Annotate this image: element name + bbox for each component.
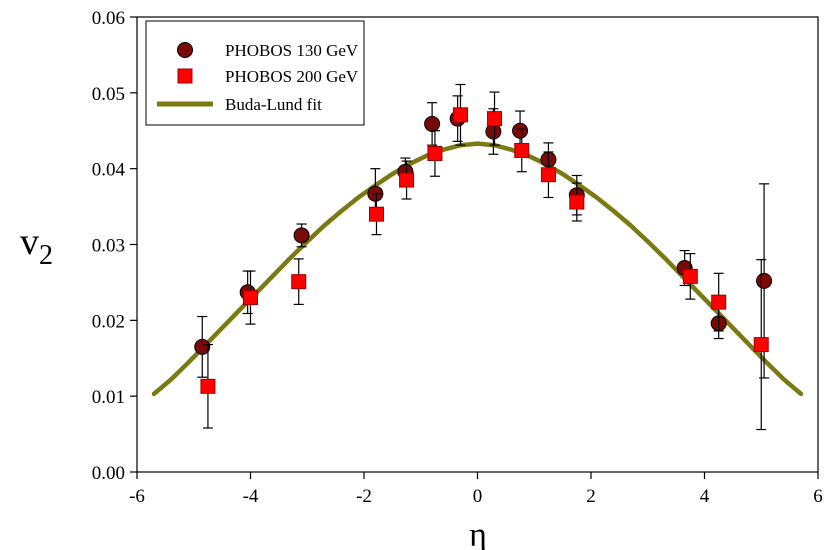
phobos-200-point (712, 295, 726, 309)
x-tick-label: 0 (473, 486, 483, 507)
legend: PHOBOS 130 GeV PHOBOS 200 GeV Buda-Lund … (146, 21, 364, 125)
phobos-200-point (683, 269, 697, 283)
y-tick-label: 0.03 (92, 236, 125, 257)
fit-curve-layer (154, 144, 801, 394)
y-axis-title-sub: 2 (39, 240, 53, 271)
y-tick-label: 0.05 (92, 84, 125, 105)
x-tick-label: -4 (243, 486, 259, 507)
phobos-200-point (515, 143, 529, 157)
y-tick-label: 0.04 (92, 160, 126, 181)
phobos-200-point (428, 147, 442, 161)
phobos-130-point (486, 124, 501, 139)
phobos-200-point (292, 275, 306, 289)
y-axis-title: v2 (20, 221, 53, 271)
legend-circle-icon (178, 43, 193, 58)
phobos-200-point (754, 338, 768, 352)
phobos-200-point (570, 195, 584, 209)
legend-label-fit: Buda-Lund fit (225, 95, 322, 114)
legend-square-icon (178, 69, 192, 83)
x-tick-label: 6 (813, 486, 823, 507)
x-tick-label: 2 (586, 486, 596, 507)
x-tick-label: -6 (129, 486, 145, 507)
data-points-layer (195, 84, 772, 429)
phobos-200-point (400, 173, 414, 187)
x-tick-label: -2 (356, 486, 372, 507)
phobos-200-point (541, 168, 555, 182)
legend-label-200gev: PHOBOS 200 GeV (225, 67, 359, 86)
buda-lund-fit-line (154, 144, 801, 394)
phobos-200-point (453, 108, 467, 122)
phobos-130-point (294, 228, 309, 243)
phobos-130-point (757, 273, 772, 288)
y-tick-label: 0.01 (92, 387, 125, 408)
y-tick-label: 0.00 (92, 463, 125, 484)
y-tick-label: 0.02 (92, 311, 125, 332)
y-axis-title-main: v (20, 221, 39, 263)
phobos-130-point (425, 116, 440, 131)
phobos-200-point (201, 379, 215, 393)
y-tick-label: 0.06 (92, 8, 125, 29)
x-tick-label: 4 (700, 486, 710, 507)
x-axis-title: η (469, 517, 487, 550)
phobos-130-point (513, 123, 528, 138)
phobos-200-point (369, 207, 383, 221)
phobos-200-point (488, 112, 502, 126)
legend-label-130gev: PHOBOS 130 GeV (225, 41, 359, 60)
phobos-200-point (244, 291, 258, 305)
